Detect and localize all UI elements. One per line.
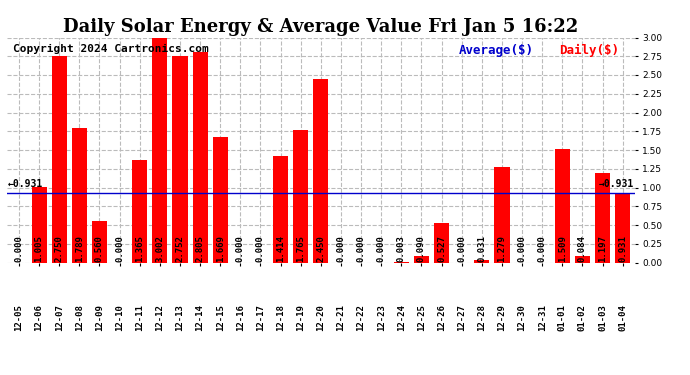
Bar [72,128,87,262]
Text: 1.765: 1.765 [296,235,305,262]
Text: 2.750: 2.750 [55,235,63,262]
Text: 0.000: 0.000 [337,235,346,262]
Text: Average($): Average($) [459,44,534,57]
Bar [132,160,147,262]
Bar [293,130,308,262]
Text: 0.003: 0.003 [397,235,406,262]
Text: 1.365: 1.365 [135,235,144,262]
Text: 2.805: 2.805 [195,235,205,262]
Text: 1.197: 1.197 [598,235,607,262]
Bar [193,52,208,262]
Text: 3.002: 3.002 [155,235,164,262]
Title: Daily Solar Energy & Average Value Fri Jan 5 16:22: Daily Solar Energy & Average Value Fri J… [63,18,578,36]
Text: Daily($): Daily($) [560,44,620,57]
Text: 0.000: 0.000 [236,235,245,262]
Bar [152,38,168,262]
Text: ←0.931: ←0.931 [8,179,43,189]
Text: 0.000: 0.000 [377,235,386,262]
Bar [92,220,107,262]
Bar [595,173,610,262]
Text: 0.000: 0.000 [538,235,546,262]
Bar [32,187,47,262]
Text: 0.084: 0.084 [578,235,587,262]
Text: 1.669: 1.669 [216,235,225,262]
Text: 2.450: 2.450 [316,235,326,262]
Bar [474,260,489,262]
Text: 0.031: 0.031 [477,235,486,262]
Bar [172,56,188,262]
Bar [273,156,288,262]
Text: 0.527: 0.527 [437,235,446,262]
Text: 1.414: 1.414 [276,235,285,262]
Text: 0.000: 0.000 [457,235,466,262]
Text: 0.000: 0.000 [14,235,23,262]
Bar [575,256,590,262]
Bar [495,166,509,262]
Text: 1.509: 1.509 [558,235,567,262]
Bar [313,79,328,262]
Bar [434,223,449,262]
Text: 0.000: 0.000 [115,235,124,262]
Text: 1.789: 1.789 [75,235,84,262]
Bar [52,56,67,262]
Bar [555,149,570,262]
Text: 2.752: 2.752 [175,235,184,262]
Text: 0.090: 0.090 [417,235,426,262]
Text: 0.000: 0.000 [256,235,265,262]
Text: 1.279: 1.279 [497,235,506,262]
Text: 0.000: 0.000 [518,235,526,262]
Bar [414,256,429,262]
Bar [615,193,630,262]
Text: 0.000: 0.000 [357,235,366,262]
Text: 1.005: 1.005 [34,235,43,262]
Text: 0.931: 0.931 [618,235,627,262]
Text: Copyright 2024 Cartronics.com: Copyright 2024 Cartronics.com [13,44,209,54]
Bar [213,137,228,262]
Text: 0.560: 0.560 [95,235,104,262]
Text: →0.931: →0.931 [598,179,634,189]
